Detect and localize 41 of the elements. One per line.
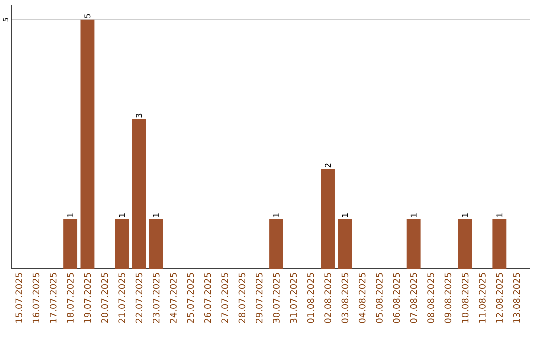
x-tick-label: 24.07.2025 xyxy=(170,273,177,324)
x-tick-label: 31.07.2025 xyxy=(290,273,298,324)
bar xyxy=(132,120,146,270)
x-tick-label: 07.08.2025 xyxy=(410,273,418,324)
x-tick-label: 01.08.2025 xyxy=(307,273,314,324)
x-tick-label: 25.07.2025 xyxy=(187,273,194,324)
x-tick-label: 09.08.2025 xyxy=(444,273,452,324)
x-tick-label: 06.08.2025 xyxy=(393,273,400,324)
bar xyxy=(149,219,164,270)
x-tick-label: 28.07.2025 xyxy=(238,273,246,324)
x-tick-label: 16.07.2025 xyxy=(32,273,40,323)
x-tick-label: 22.07.2025 xyxy=(136,273,143,324)
x-tick-label: 02.08.2025 xyxy=(324,273,332,324)
x-tick-label: 23.07.2025 xyxy=(152,273,160,324)
x-tick-label: 08.08.2025 xyxy=(428,273,434,324)
bar xyxy=(270,219,284,270)
bar xyxy=(492,219,507,270)
x-tick-label: 10.08.2025 xyxy=(462,273,469,323)
bar xyxy=(64,219,78,270)
x-tick-label: 20.07.2025 xyxy=(101,273,108,324)
x-tick-label: 05.08.2025 xyxy=(376,273,383,324)
x-tick-label: 26.07.2025 xyxy=(204,273,212,324)
bar xyxy=(321,169,335,270)
x-tick-label: 17.07.2025 xyxy=(50,273,57,323)
x-tick-label: 15.07.2025 xyxy=(16,273,22,323)
x-tick-label: 12.08.2025 xyxy=(496,273,504,323)
bar xyxy=(338,219,352,270)
x-tick-label: 21.07.2025 xyxy=(118,273,126,324)
x-tick-label: 30.07.2025 xyxy=(273,273,280,324)
x-tick-label: 19.07.2025 xyxy=(84,273,92,323)
x-tick-label: 11.08.2025 xyxy=(479,273,486,323)
x-tick-label: 03.08.2025 xyxy=(342,273,349,324)
bar xyxy=(406,219,421,270)
bar xyxy=(458,219,472,270)
x-tick-label: 29.07.2025 xyxy=(256,273,263,324)
x-tick-label: 04.08.2025 xyxy=(358,273,366,324)
bar xyxy=(115,219,130,270)
x-tick-label: 18.07.2025 xyxy=(67,273,74,323)
x-tick-label: 27.07.2025 xyxy=(222,273,228,324)
bar xyxy=(80,20,95,270)
x-tick-label: 13.08.2025 xyxy=(513,273,520,323)
